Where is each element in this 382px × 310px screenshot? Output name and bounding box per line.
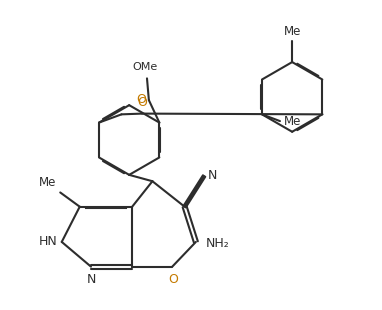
Text: HN: HN xyxy=(39,235,58,248)
Text: Me: Me xyxy=(283,25,301,38)
Text: N: N xyxy=(87,272,96,286)
Text: OMe: OMe xyxy=(133,62,158,72)
Text: O: O xyxy=(136,93,146,106)
Text: O: O xyxy=(168,272,178,286)
Text: Me: Me xyxy=(284,115,301,128)
Text: NH₂: NH₂ xyxy=(206,237,229,250)
Text: O: O xyxy=(138,96,147,109)
Text: N: N xyxy=(208,169,217,182)
Text: Me: Me xyxy=(39,176,57,189)
